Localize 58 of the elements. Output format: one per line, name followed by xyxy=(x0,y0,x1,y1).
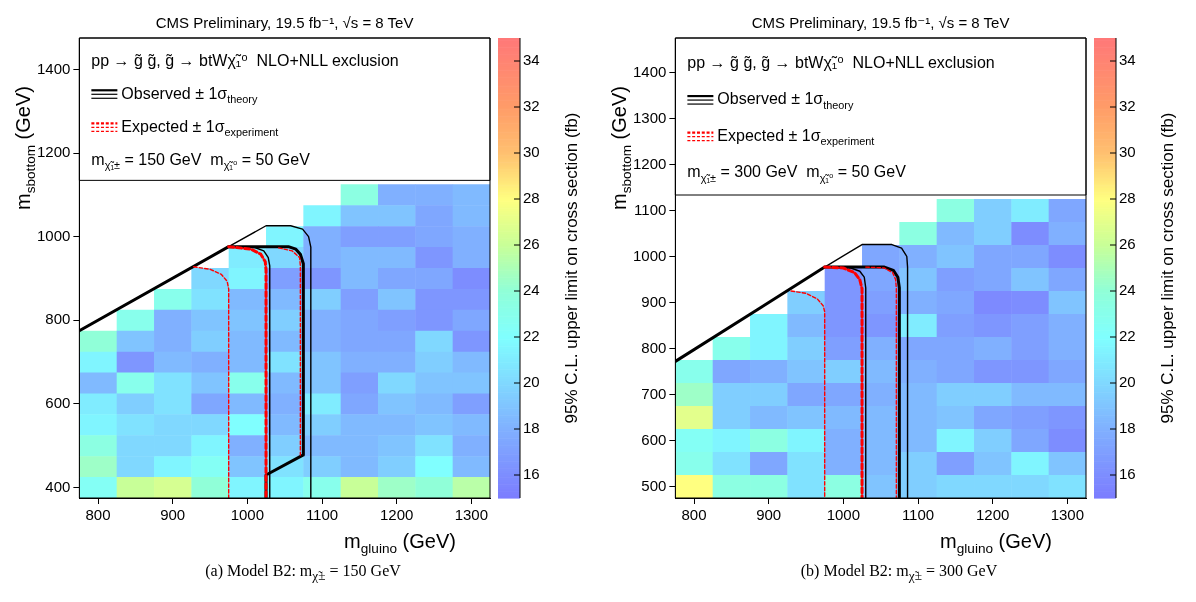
y-tick-label: 1200 xyxy=(632,154,667,172)
x-tick-label: 900 xyxy=(160,506,186,524)
x-tick-label: 800 xyxy=(85,506,111,524)
y-tick-label: 1100 xyxy=(634,200,667,218)
color-bar-label: 32 xyxy=(1119,97,1136,115)
color-bar-label: 28 xyxy=(1119,189,1136,207)
color-bar-label: 34 xyxy=(523,51,540,69)
x-tick-label: 1100 xyxy=(305,506,339,524)
color-bar-label: 24 xyxy=(523,281,540,299)
color-bar-label: 32 xyxy=(523,97,540,115)
color-bar-label: 22 xyxy=(523,327,540,345)
text: (a) Model B2: m$_{χ̃±}$ = 150 GeV xyxy=(204,562,402,585)
y-tick-label: 1200 xyxy=(36,143,71,161)
y-tick-label: 1000 xyxy=(632,246,667,264)
y-tick-label: 800 xyxy=(45,310,71,328)
y-axis-title: msbottom (GeV) xyxy=(607,86,634,210)
y-tick-label: 900 xyxy=(641,292,667,310)
y-tick-label: 600 xyxy=(641,430,667,448)
y-tick-label: 500 xyxy=(641,476,667,494)
color-bar-title: 95% C.L. upper limit on cross section (fb) xyxy=(561,112,581,424)
y-tick-label: 1400 xyxy=(36,59,71,77)
color-bar-label: 24 xyxy=(1119,281,1136,299)
color-bar-label: 30 xyxy=(523,143,540,161)
y-tick-label: 1000 xyxy=(36,226,71,244)
y-axis-title: msbottom (GeV) xyxy=(11,86,38,210)
x-tick-label: 1200 xyxy=(975,506,1010,524)
y-tick-label: 700 xyxy=(641,384,667,402)
color-bar-label: 22 xyxy=(1119,327,1136,345)
color-bar-label: 18 xyxy=(1119,419,1136,437)
chart-title: CMS Preliminary, 19.5 fb⁻¹, √s = 8 TeV xyxy=(155,14,414,32)
text: (b) Model B2: m$_{χ̃±}$ = 300 GeV xyxy=(799,562,999,585)
legend-title: pp → g̃ g̃, g̃ → btWχ̃₁⁰ NLO+NLL exclusion xyxy=(687,53,995,71)
color-bar-title: 95% C.L. upper limit on cross section (fb) xyxy=(1157,112,1177,424)
color-bar-label: 20 xyxy=(523,373,540,391)
y-tick-label: 1300 xyxy=(632,108,667,126)
color-bar-label: 26 xyxy=(1119,235,1136,253)
color-bar-label: 26 xyxy=(523,235,540,253)
color-bar-label: 28 xyxy=(523,189,540,207)
color-bar-label: 16 xyxy=(523,465,540,483)
x-tick-label: 1000 xyxy=(826,506,861,524)
x-tick-label: 1200 xyxy=(379,506,414,524)
color-bar-label: 20 xyxy=(1119,373,1136,391)
x-tick-label: 1000 xyxy=(230,506,265,524)
y-tick-label: 400 xyxy=(45,477,71,495)
color-bar-label: 34 xyxy=(1119,51,1136,69)
y-tick-label: 1400 xyxy=(632,62,667,80)
chart-title: CMS Preliminary, 19.5 fb⁻¹, √s = 8 TeV xyxy=(751,14,1010,32)
color-bar-label: 18 xyxy=(523,419,540,437)
color-bar-label: 30 xyxy=(1119,143,1136,161)
x-tick-label: 1300 xyxy=(1050,506,1085,524)
color-bar-label: 16 xyxy=(1119,465,1136,483)
x-tick-label: 1300 xyxy=(454,506,489,524)
x-tick-label: 800 xyxy=(681,506,707,524)
legend-title: pp → g̃ g̃, g̃ → btWχ̃₁⁰ NLO+NLL exclusion xyxy=(91,51,399,69)
y-tick-label: 600 xyxy=(45,394,71,412)
x-tick-label: 900 xyxy=(756,506,782,524)
y-tick-label: 800 xyxy=(641,338,667,356)
x-tick-label: 1100 xyxy=(901,506,935,524)
